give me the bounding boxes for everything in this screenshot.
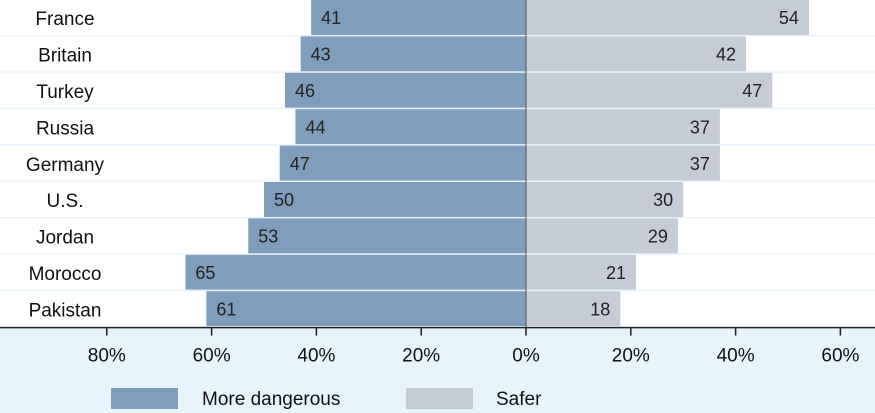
bar-safer bbox=[526, 72, 773, 108]
value-label-safer: 37 bbox=[690, 117, 710, 137]
x-tick-label: 40% bbox=[297, 346, 335, 367]
bar-more-dangerous bbox=[279, 145, 526, 181]
value-label-safer: 37 bbox=[690, 154, 710, 174]
value-label-safer: 30 bbox=[653, 190, 673, 210]
value-label-safer: 54 bbox=[779, 8, 799, 28]
category-label: U.S. bbox=[47, 191, 84, 212]
bar-more-dangerous bbox=[300, 36, 526, 72]
category-label: Jordan bbox=[36, 228, 94, 249]
category-label: France bbox=[35, 9, 94, 30]
x-tick-label: 60% bbox=[821, 346, 859, 367]
bar-more-dangerous bbox=[248, 218, 526, 254]
value-label-safer: 42 bbox=[716, 45, 736, 65]
legend-swatch-more-dangerous bbox=[111, 388, 178, 409]
value-label-more-dangerous: 65 bbox=[195, 263, 215, 283]
bar-more-dangerous bbox=[206, 291, 527, 327]
bar-safer bbox=[526, 291, 621, 327]
value-label-safer: 21 bbox=[606, 263, 626, 283]
value-label-more-dangerous: 43 bbox=[311, 45, 331, 65]
bar-safer bbox=[526, 218, 678, 254]
category-label: Morocco bbox=[29, 264, 102, 285]
legend-label-more-dangerous: More dangerous bbox=[202, 389, 340, 410]
bar-safer bbox=[526, 182, 684, 217]
legend-swatch-safer bbox=[406, 388, 473, 409]
value-label-more-dangerous: 44 bbox=[305, 117, 325, 137]
bar-more-dangerous bbox=[284, 72, 526, 108]
x-tick-label: 60% bbox=[193, 346, 231, 367]
bar-more-dangerous bbox=[185, 254, 526, 290]
x-tick-label: 20% bbox=[612, 346, 650, 367]
category-label: Pakistan bbox=[29, 300, 102, 321]
value-label-more-dangerous: 53 bbox=[258, 227, 278, 247]
category-label: Russia bbox=[36, 118, 95, 139]
x-tick-label: 80% bbox=[88, 346, 126, 367]
value-label-more-dangerous: 41 bbox=[321, 8, 341, 28]
bar-more-dangerous bbox=[311, 0, 526, 35]
bar-safer bbox=[526, 254, 637, 290]
x-tick-label: 20% bbox=[402, 346, 440, 367]
bar-safer bbox=[526, 145, 720, 181]
value-label-more-dangerous: 47 bbox=[290, 154, 310, 174]
bar-more-dangerous bbox=[264, 182, 526, 217]
category-label: Britain bbox=[38, 46, 92, 67]
legend-label-safer: Safer bbox=[496, 389, 542, 410]
bar-safer bbox=[526, 0, 809, 35]
value-label-safer: 18 bbox=[590, 299, 610, 319]
category-label: Turkey bbox=[36, 82, 94, 103]
value-label-more-dangerous: 50 bbox=[274, 190, 294, 210]
x-tick-label: 40% bbox=[717, 346, 755, 367]
bar-more-dangerous bbox=[295, 109, 526, 145]
value-label-more-dangerous: 61 bbox=[216, 299, 236, 319]
bar-safer bbox=[526, 36, 747, 72]
value-label-safer: 47 bbox=[742, 81, 762, 101]
value-label-safer: 29 bbox=[648, 227, 668, 247]
category-label: Germany bbox=[26, 155, 105, 176]
value-label-more-dangerous: 46 bbox=[295, 81, 315, 101]
bar-safer bbox=[526, 109, 720, 145]
x-tick-label: 0% bbox=[512, 346, 540, 367]
